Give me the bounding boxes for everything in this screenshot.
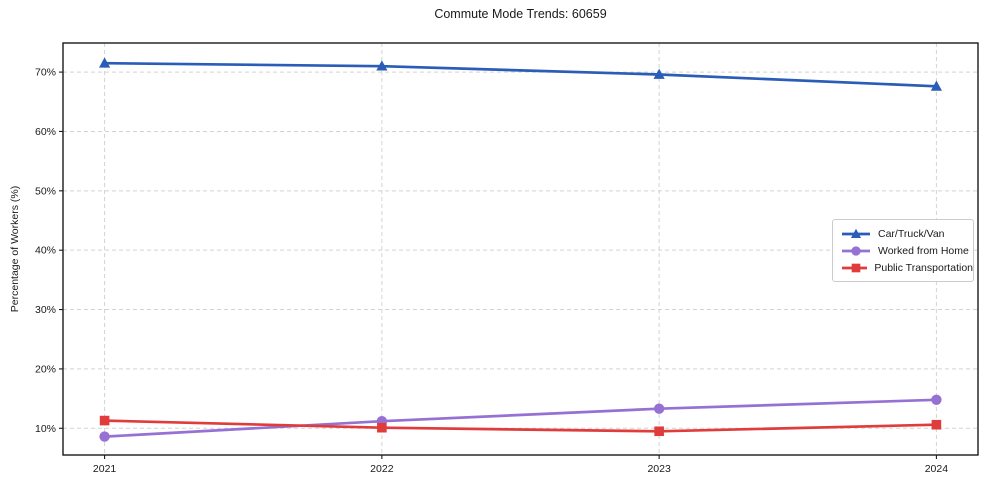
legend-label: Car/Truck/Van: [878, 227, 945, 240]
x-tick-label: 2021: [93, 463, 117, 475]
legend-item: Car/Truck/Van: [841, 225, 973, 242]
data-point-circle-marker: [653, 403, 665, 414]
y-tick-label: 20%: [35, 363, 56, 375]
legend-item: Worked from Home: [841, 242, 973, 259]
legend-swatch-circle-icon: [842, 245, 870, 256]
data-point-circle-marker: [851, 245, 861, 256]
x-tick-label: 2023: [647, 463, 671, 475]
legend: Car/Truck/Van Worked from Home Public Tran…: [832, 219, 974, 282]
data-point-square-marker: [851, 263, 861, 272]
data-point-circle-marker: [99, 431, 110, 442]
legend-swatch-triangle-icon: [842, 228, 870, 238]
y-tick-label: 30%: [35, 304, 56, 316]
legend-item: Public Transportation: [841, 259, 973, 276]
y-tick-label: 50%: [35, 185, 56, 197]
plot-frame: [62, 42, 979, 456]
data-point-triangle-marker: [376, 60, 388, 71]
series-line: [104, 419, 937, 433]
y-tick-label: 40%: [35, 245, 56, 257]
legend-label: Worked from Home: [878, 244, 969, 257]
y-tick-label: 70%: [35, 67, 56, 79]
data-point-square-marker: [654, 426, 664, 437]
chart-title: Commute Mode Trends: 60659: [434, 7, 607, 21]
series-line: [104, 398, 937, 438]
data-point-triangle-marker: [98, 57, 111, 68]
legend-swatch-square-icon: [842, 263, 868, 272]
x-tick-label: 2024: [925, 463, 949, 475]
data-point-triangle-marker: [653, 68, 665, 79]
data-point-circle-marker: [931, 394, 942, 405]
data-point-triangle-marker: [850, 228, 862, 238]
series-line: [104, 61, 937, 88]
data-point-square-marker: [931, 419, 942, 430]
legend-label: Public Transportation: [874, 261, 973, 274]
data-point-square-marker: [99, 415, 110, 426]
data-point-square-marker: [377, 422, 387, 433]
data-point-triangle-marker: [930, 80, 943, 91]
y-tick-label: 10%: [35, 423, 56, 435]
x-tick-label: 2022: [370, 463, 394, 475]
y-tick-label: 60%: [35, 126, 56, 138]
